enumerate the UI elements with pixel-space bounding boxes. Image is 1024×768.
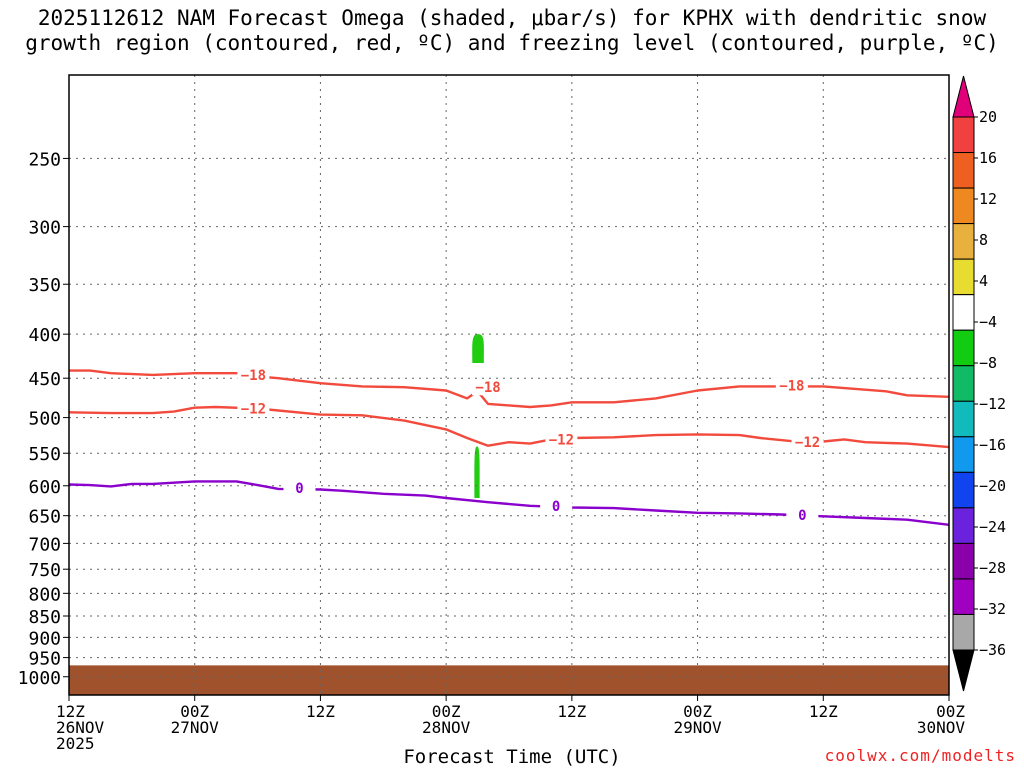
y-axis-tick-label: 750 [28, 560, 61, 581]
colorbar-band [952, 116, 975, 154]
contour-label-background [237, 366, 270, 383]
contour-label: −12 [241, 402, 266, 418]
colorbar-band [952, 258, 975, 296]
colorbar-band [952, 223, 975, 260]
y-axis-tick-label: 250 [28, 149, 61, 170]
contour-label: 0 [798, 508, 806, 524]
y-axis-tick-label: 600 [28, 477, 61, 498]
y-axis-tick-label: 550 [28, 444, 61, 465]
colorbar-band [952, 471, 975, 509]
contour-label-background [545, 431, 578, 448]
x-axis-tick-label: 00Z [683, 702, 712, 721]
contour-label-background [791, 434, 824, 451]
y-axis-tick-label: 400 [28, 325, 61, 346]
chart-title-line-1: 2025112612 NAM Forecast Omega (shaded, μ… [37, 6, 987, 30]
contour-line-0 [68, 480, 950, 526]
y-axis-tick-label: 300 [28, 218, 61, 239]
x-axis-tick-label: 12Z [557, 702, 586, 721]
y-axis-tick-label: 450 [28, 369, 61, 390]
omega-shaded-region-1 [472, 334, 484, 363]
colorbar-band [952, 329, 975, 367]
x-axis-tick-label: 12Z [809, 702, 838, 721]
y-axis-tick-label: 950 [28, 649, 61, 670]
y-axis-tick-label: 700 [28, 534, 61, 555]
colorbar-band [952, 400, 975, 438]
y-axis-tick-label: 1000 [18, 668, 61, 689]
x-axis-tick-label: 2025 [56, 734, 95, 753]
colorbar-bottom-arrow [952, 649, 975, 692]
contour-label: −18 [779, 379, 804, 395]
colorbar-label: 12 [979, 190, 997, 208]
x-axis-tick-label: 12Z [306, 702, 335, 721]
contour-label-background [786, 507, 819, 524]
contour-label-background [283, 480, 316, 497]
colorbar-label: −12 [979, 395, 1006, 413]
colorbar-label: −8 [979, 354, 997, 372]
contour-label-background [540, 497, 573, 514]
contour-label: 0 [295, 481, 303, 497]
colorbar-band [952, 613, 975, 651]
colorbar-band [952, 294, 975, 331]
colorbar-label: 20 [979, 108, 997, 126]
colorbar-label: 16 [979, 149, 997, 167]
x-axis-tick-label: 30NOV [917, 718, 966, 737]
omega-shaded-region-2 [474, 446, 480, 499]
colorbar-band [952, 152, 975, 189]
credit-link[interactable]: coolwx.com/modelts [824, 746, 1016, 765]
colorbar-label: 8 [979, 231, 988, 249]
x-axis-title: Forecast Time (UTC) [403, 746, 621, 768]
colorbar-band [952, 507, 975, 544]
colorbar-label: −20 [979, 477, 1006, 495]
y-axis-tick-label: 650 [28, 507, 61, 528]
x-axis-tick-label: 29NOV [673, 718, 722, 737]
x-axis-tick-label: 00Z [180, 702, 209, 721]
y-axis-tick-label: 500 [28, 409, 61, 430]
colorbar-band [952, 578, 975, 615]
colorbar-label: −28 [979, 559, 1006, 577]
plot-frame [68, 74, 950, 696]
chart-title: 2025112612 NAM Forecast Omega (shaded, μ… [0, 6, 1024, 56]
colorbar-label: −24 [979, 518, 1006, 536]
x-axis-tick-label: 28NOV [422, 718, 471, 737]
colorbar-label: −4 [979, 313, 997, 331]
colorbar-label: −36 [979, 641, 1006, 659]
contour-label: −18 [475, 380, 500, 396]
colorbar-top-arrow [952, 75, 975, 118]
contour-label-background [237, 400, 270, 417]
x-axis-tick-label: 26NOV [56, 718, 105, 737]
contour-label-background [775, 377, 808, 394]
y-axis-tick-label: 800 [28, 584, 61, 605]
contour-label: −12 [549, 432, 574, 448]
x-axis-tick-label: 12Z [56, 702, 85, 721]
plot-background [69, 75, 949, 695]
y-axis-tick-label: 900 [28, 628, 61, 649]
colorbar-band [952, 542, 975, 580]
terrain-fill [69, 665, 949, 695]
colorbar: 20 16 12 8 4 −4 −8 −12 −16 −20 −24 −28 −32 −36 [952, 75, 1006, 692]
y-axis-tick-label: 350 [28, 275, 61, 296]
x-axis-tick-label: 27NOV [171, 718, 220, 737]
x-axis-tick-label: 00Z [432, 702, 461, 721]
plot-area: −18 −18 −18 −12 −12 −12 0 0 0 250 300 350 400 450 500 5… [18, 74, 966, 753]
colorbar-band [952, 436, 975, 473]
colorbar-band [952, 365, 975, 402]
x-axis-tick-label: 00Z [936, 702, 965, 721]
chart-title-line-2: growth region (contoured, red, ºC) and f… [25, 31, 999, 55]
contour-label: −18 [241, 368, 266, 384]
colorbar-label: −16 [979, 436, 1006, 454]
contour-label: −12 [795, 435, 820, 451]
colorbar-label: −32 [979, 600, 1006, 618]
contour-label-background [472, 379, 505, 396]
colorbar-band [952, 187, 975, 225]
contour-label: 0 [552, 499, 560, 515]
y-axis-tick-label: 850 [28, 607, 61, 628]
colorbar-label: 4 [979, 272, 988, 290]
